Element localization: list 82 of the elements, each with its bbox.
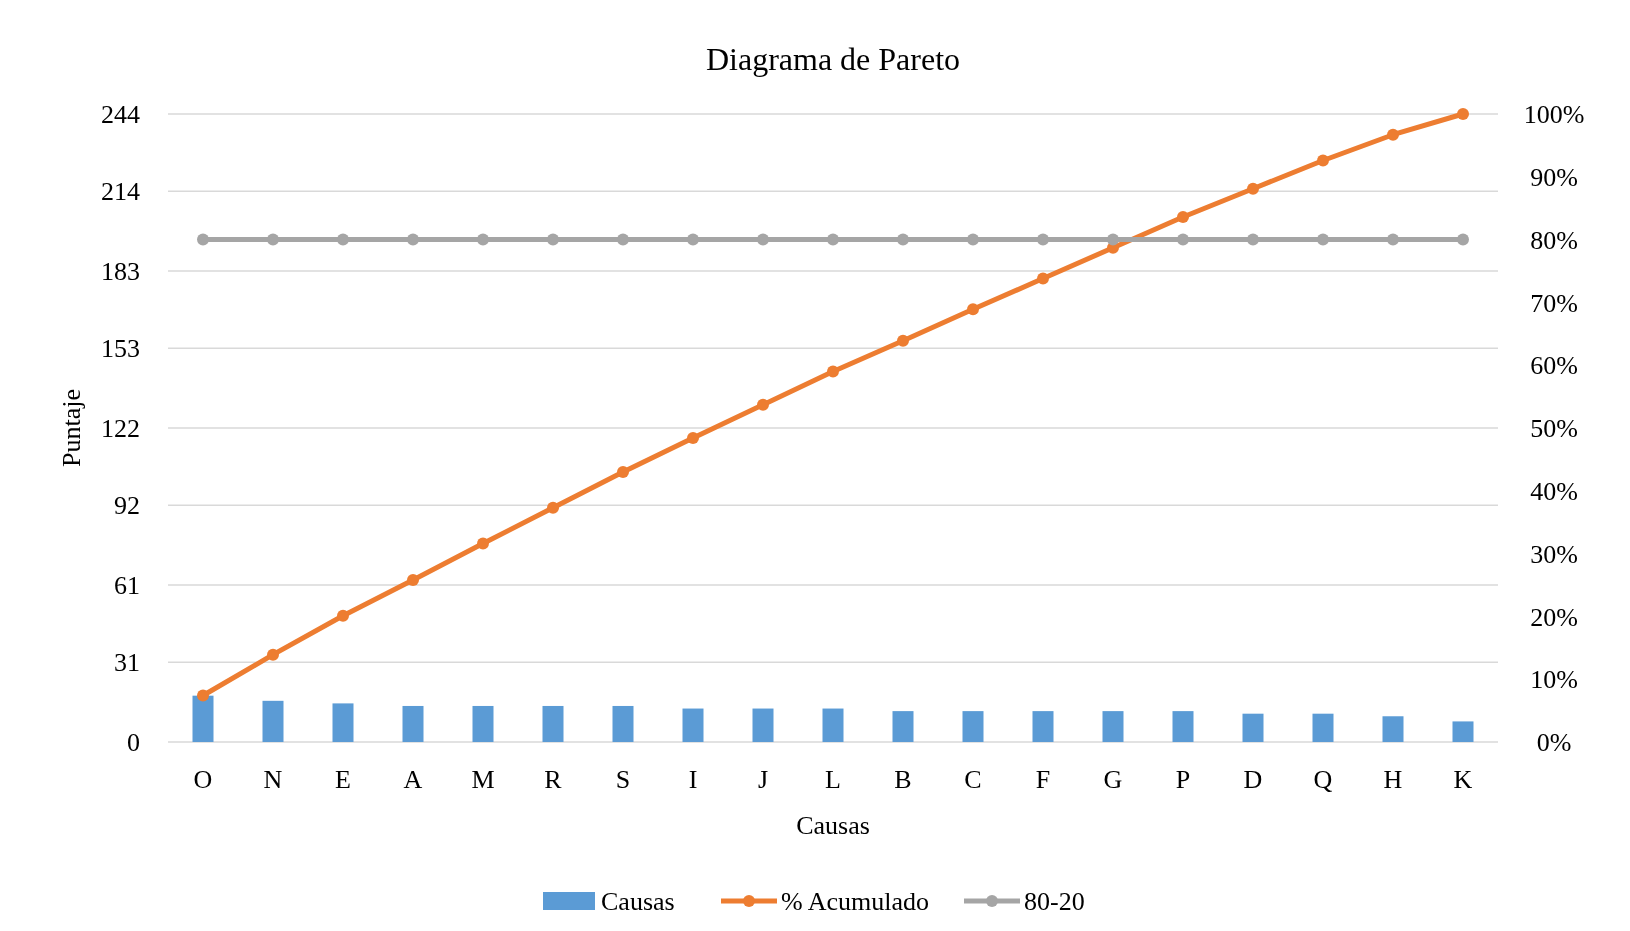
point [1247, 233, 1259, 246]
x-tick-label: K [1453, 765, 1473, 794]
y-axis-title: Puntaje [57, 389, 86, 467]
point [617, 233, 629, 246]
point [477, 537, 489, 550]
point [1317, 154, 1329, 167]
point [1177, 210, 1189, 223]
x-tick-label: S [615, 765, 631, 794]
point [1317, 233, 1329, 246]
point [547, 233, 559, 246]
y2-tick-label: 100% [1523, 100, 1585, 130]
x-tick-label: C [964, 765, 982, 794]
y2-tick-label: 30% [1530, 539, 1578, 569]
point [407, 233, 419, 246]
x-tick-label: H [1383, 765, 1403, 794]
point [1457, 108, 1469, 120]
y2-tick-label: 90% [1530, 162, 1578, 192]
y-tick-label: 153 [101, 334, 140, 364]
point [407, 573, 419, 586]
point [687, 432, 699, 445]
point [967, 303, 979, 316]
y-tick-label: 183 [101, 257, 140, 287]
x-tick-label: O [193, 765, 213, 794]
point [897, 233, 909, 246]
y2-tick-label: 60% [1530, 351, 1578, 381]
y-tick-label: 31 [114, 648, 140, 678]
point [687, 233, 699, 246]
point [757, 398, 769, 411]
point [337, 609, 349, 622]
y2-tick-label: 50% [1530, 414, 1578, 444]
point [1177, 233, 1189, 246]
point [1247, 182, 1259, 195]
point [827, 233, 839, 246]
point [827, 365, 839, 378]
point [757, 233, 769, 246]
point [337, 233, 349, 246]
y-tick-label: 244 [101, 100, 140, 130]
x-tick-label: A [403, 765, 423, 794]
x-tick-label: D [1243, 765, 1263, 794]
point [617, 465, 629, 478]
point [1107, 233, 1119, 246]
y-tick-label: 122 [101, 414, 140, 444]
x-tick-label: F [1035, 765, 1051, 794]
point [547, 501, 559, 514]
x-tick-label: Q [1313, 765, 1333, 794]
y-tick-label: 61 [114, 571, 140, 601]
point [1457, 233, 1469, 246]
x-tick-label: M [471, 765, 495, 794]
x-axis-title: Causas [796, 811, 870, 840]
y2-tick-label: 10% [1530, 665, 1578, 695]
x-tick-label: N [263, 765, 283, 794]
x-tick-label: G [1103, 765, 1123, 794]
x-tick-label: L [825, 765, 841, 794]
point [1387, 233, 1399, 246]
x-tick-label: R [544, 765, 563, 794]
y2-tick-label: 20% [1530, 602, 1578, 632]
legend-label: % Acumulado [781, 887, 930, 917]
x-tick-label: P [1175, 765, 1191, 794]
legend-label: Causas [601, 887, 675, 917]
point [267, 233, 279, 246]
y2-tick-label: 40% [1530, 476, 1578, 506]
x-tick-label: I [688, 765, 698, 794]
y2-tick-label: 80% [1530, 225, 1578, 255]
x-tick-label: J [757, 765, 769, 794]
point [1037, 272, 1049, 285]
y2-tick-label: 70% [1530, 288, 1578, 318]
chart-title: Diagrama de Pareto [705, 41, 961, 77]
y-tick-label: 214 [101, 177, 140, 207]
legend-label: 80-20 [1024, 887, 1085, 917]
y-tick-label: 0 [127, 728, 140, 758]
point [1037, 233, 1049, 246]
point [897, 334, 909, 347]
y2-tick-label: 0% [1536, 728, 1572, 758]
x-tick-label: B [894, 765, 912, 794]
point [1387, 128, 1399, 141]
point [477, 233, 489, 246]
point [197, 233, 209, 246]
y-tick-label: 92 [114, 491, 140, 521]
point [267, 648, 279, 661]
point [967, 233, 979, 246]
point [197, 689, 209, 702]
x-tick-label: E [335, 765, 351, 794]
